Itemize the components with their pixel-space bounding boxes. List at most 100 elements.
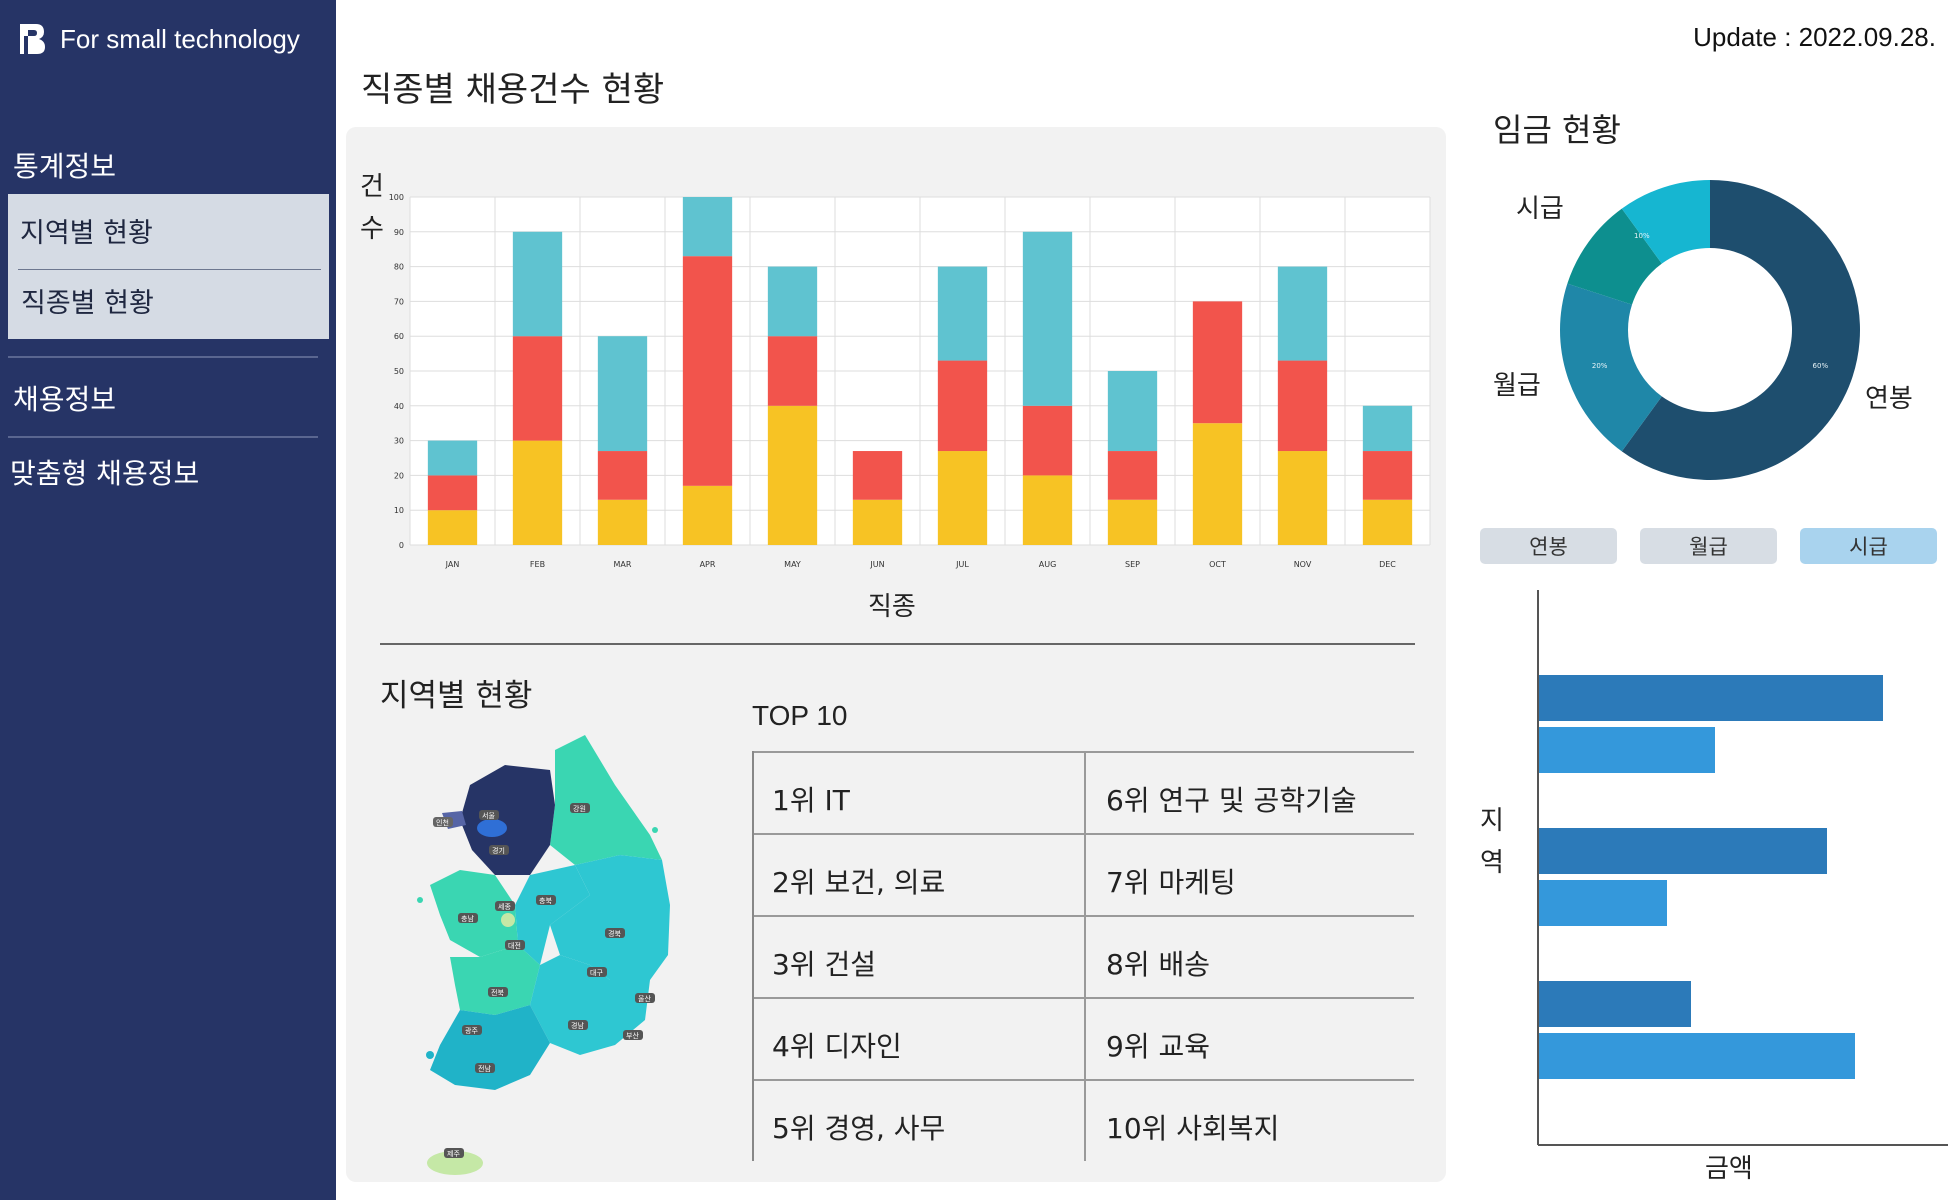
bar-segment	[427, 440, 478, 476]
map-label-chungbuk: 충북	[539, 896, 552, 905]
slice-label: 20%	[1592, 362, 1608, 370]
map-region-seoul[interactable]	[477, 819, 507, 837]
wage-donut-chart: 60% 20% 10%	[1560, 180, 1860, 480]
bar-segment	[597, 336, 648, 452]
region-wage-bar-chart	[1537, 590, 1948, 1146]
map-label-gyeonggi: 경기	[492, 846, 505, 855]
map-region-jeonbuk[interactable]	[450, 945, 540, 1015]
map-label-daejeon: 대전	[508, 941, 521, 950]
y-tick-label: 90	[394, 228, 404, 237]
map-region-jeonnam[interactable]	[430, 1005, 550, 1090]
y-tick-label: 40	[394, 402, 404, 411]
top10-item: 10위 사회복지	[1106, 1112, 1280, 1145]
bar-segment	[937, 451, 988, 545]
brand[interactable]: For small technology	[18, 22, 300, 56]
map-label-gwangju: 광주	[465, 1027, 478, 1035]
toggle-yearly[interactable]: 연봉	[1480, 528, 1617, 564]
map-label-seoul: 서울	[482, 811, 495, 820]
bar-segment	[1277, 360, 1328, 452]
map-region-gyeongnam[interactable]	[530, 955, 650, 1055]
y-tick-label: 70	[394, 297, 404, 306]
top10-row: 5위 경영, 사무 10위 사회복지	[754, 1079, 1414, 1161]
map-label-jeonnam: 전남	[478, 1064, 491, 1073]
map-label-incheon: 인천	[436, 818, 449, 827]
y-tick-label: 0	[399, 541, 404, 550]
y-tick-label: 80	[394, 263, 404, 272]
y-tick-label: 100	[389, 193, 404, 202]
region-axis-label: 역	[1480, 848, 1504, 878]
top10-item: 8위 배송	[1106, 948, 1210, 981]
korea-region-map[interactable]: 인천 서울 경기 강원 충남 세종 충북 대전 경북 대구 전북 울산 경남 광…	[400, 725, 700, 1185]
bar-segment	[1022, 405, 1073, 476]
nav-job-status[interactable]: 직종별 현황	[21, 288, 154, 319]
nav-divider	[8, 436, 318, 438]
region-bar	[1539, 727, 1715, 773]
nav-recruit[interactable]: 채용정보	[13, 383, 117, 416]
map-label-gyeongbuk: 경북	[608, 929, 621, 938]
x-tick-label: SEP	[1125, 560, 1140, 569]
nav-custom-recruit[interactable]: 맞춤형 채용정보	[10, 457, 200, 490]
top10-item: 9위 교육	[1106, 1030, 1210, 1063]
top10-item: 6위 연구 및 공학기술	[1106, 784, 1357, 817]
donut-slice	[1621, 180, 1860, 480]
bar-segment	[1362, 405, 1413, 452]
region-title: 지역별 현황	[380, 678, 533, 714]
x-axis-label: 직종	[868, 592, 916, 622]
y-tick-label: 60	[394, 332, 404, 341]
x-tick-label: JUN	[869, 560, 884, 569]
bar-segment	[1277, 451, 1328, 545]
brand-name: For small technology	[60, 23, 300, 54]
wage-label-yearly: 연봉	[1865, 384, 1913, 414]
job-stacked-bar-chart: 0 10 20 30 40 50 60 70 80 90 100 JAN FEB MAR APR MAY JUN…	[389, 193, 1431, 569]
map-region-gangwon[interactable]	[550, 735, 662, 865]
top10-row: 3위 건설 8위 배송	[754, 915, 1414, 997]
top10-item: 1위 IT	[772, 784, 850, 817]
map-island	[652, 827, 658, 833]
bar-segment	[1362, 499, 1413, 545]
map-region-sejong[interactable]	[501, 913, 515, 927]
slice-label: 60%	[1813, 362, 1829, 370]
top10-item: 4위 디자인	[772, 1030, 902, 1063]
x-tick-label: JAN	[445, 560, 460, 569]
y-axis-label: 건	[360, 172, 384, 202]
region-bar	[1539, 1033, 1855, 1079]
toggle-monthly[interactable]: 월급	[1640, 528, 1777, 564]
bar-segment	[1107, 499, 1158, 545]
bar-segment	[597, 451, 648, 500]
region-bar	[1539, 880, 1667, 926]
top10-divider	[1084, 751, 1086, 1161]
region-bar	[1539, 675, 1883, 721]
bar-segment	[767, 266, 818, 337]
wage-label-hourly: 시급	[1516, 194, 1564, 224]
bar-segment	[1192, 301, 1243, 424]
map-island	[417, 897, 423, 903]
top10-row: 4위 디자인 9위 교육	[754, 997, 1414, 1079]
slice-label: 10%	[1634, 232, 1650, 240]
bar-segment	[512, 231, 563, 337]
toggle-hourly[interactable]: 시급	[1800, 528, 1937, 564]
map-region-gyeonggi[interactable]	[460, 765, 555, 875]
top10-item: 3위 건설	[772, 948, 876, 981]
bar-segment	[512, 336, 563, 441]
nav-stats[interactable]: 통계정보	[13, 150, 117, 183]
job-chart-title: 직종별 채용건수 현황	[361, 70, 665, 110]
map-region-gyeongbuk[interactable]	[550, 855, 670, 980]
bar-segment	[597, 499, 648, 545]
map-region-jeju[interactable]	[427, 1151, 483, 1175]
map-label-chungnam: 충남	[461, 914, 474, 923]
bar-segment	[1362, 451, 1413, 500]
nav-region-status[interactable]: 지역별 현황	[20, 218, 153, 249]
stats-submenu: 지역별 현황 직종별 현황	[8, 194, 329, 339]
donut-slice	[1621, 180, 1710, 264]
region-bar	[1539, 981, 1691, 1027]
nav-divider	[8, 356, 318, 358]
map-label-gyeongnam: 경남	[571, 1021, 584, 1030]
top10-table: 1위 IT 6위 연구 및 공학기술 2위 보건, 의료 7위 마케팅 3위 건…	[752, 751, 1414, 1161]
map-label-sejong: 세종	[498, 902, 511, 911]
map-labels: 인천 서울 경기 강원 충남 세종 충북 대전 경북 대구 전북 울산 경남 광…	[433, 803, 655, 1158]
sidebar: For small technology 통계정보 지역별 현황 직종별 현황 …	[0, 0, 336, 1200]
bar-segment	[427, 475, 478, 511]
bar-segment	[937, 360, 988, 452]
map-region-chungbuk[interactable]	[515, 865, 590, 965]
bar-segment	[1022, 231, 1073, 406]
